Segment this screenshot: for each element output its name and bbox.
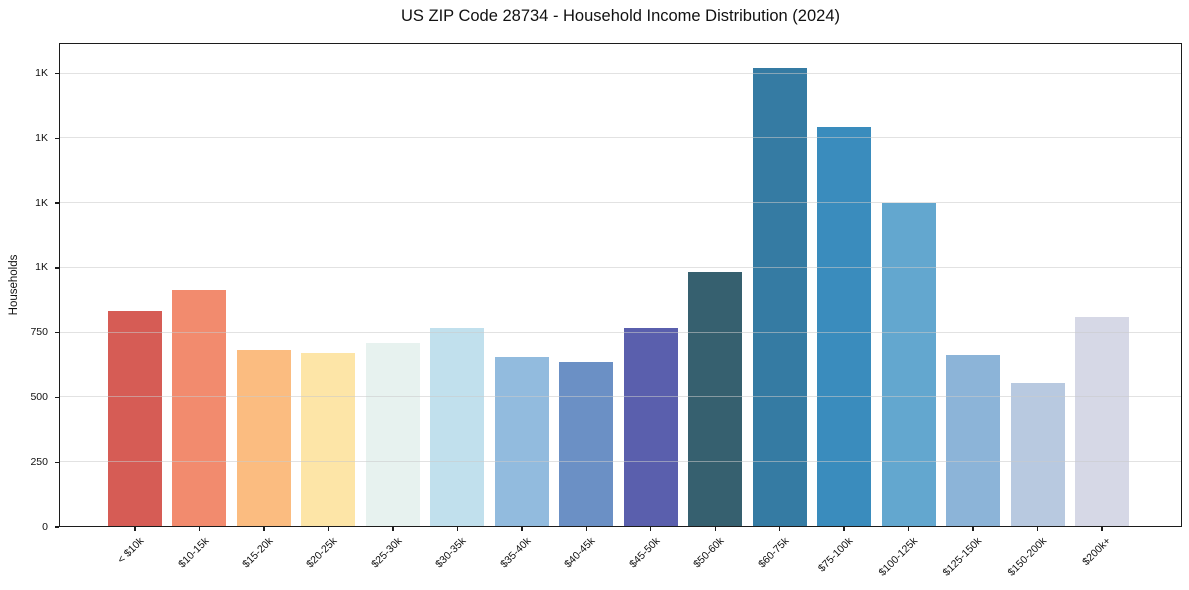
x-tick-mark (263, 527, 265, 531)
y-tick-mark (55, 137, 59, 140)
x-tick-label-text: $200k+ (1080, 535, 1114, 569)
gridline (59, 137, 1182, 139)
x-tick-label-text: $40-45k (562, 535, 598, 571)
bar-10-15k (172, 289, 227, 527)
bar-30-35k (430, 327, 485, 527)
plot-area (59, 43, 1182, 527)
x-tick-mark (779, 527, 781, 531)
x-tick-mark (456, 527, 459, 531)
x-tick-label-text: $15-20k (240, 535, 276, 571)
gridline (59, 202, 1182, 204)
x-tick-label-text: $10-15k (175, 535, 211, 571)
x-tick-mark (392, 527, 394, 531)
bar-125-150k (946, 354, 1001, 527)
x-tick-mark (198, 527, 201, 531)
y-tick-mark (55, 526, 59, 528)
grid-layer (59, 43, 1182, 527)
bar-60-75k (752, 68, 807, 527)
gridline (59, 461, 1182, 463)
bars-layer (59, 43, 1182, 527)
gridline (59, 72, 1182, 74)
gridline (59, 266, 1182, 268)
gridline (59, 396, 1182, 398)
bar-40-45k (559, 362, 614, 527)
y-tick-mark (55, 331, 59, 334)
bar-20-25k (301, 353, 356, 527)
x-tick-label-text: $125-150k (941, 535, 985, 579)
x-tick-mark (714, 527, 716, 531)
x-tick-label-text: $45-50k (626, 535, 663, 571)
x-tick-label-text: $60-75k (755, 535, 792, 571)
x-tick-mark (521, 527, 523, 531)
x-tick-mark (650, 527, 652, 531)
x-tick-label-text: $75-100k (816, 535, 856, 575)
bar-150-200k (1010, 383, 1065, 527)
x-tick-mark (585, 527, 587, 531)
y-tick-mark (55, 396, 59, 399)
x-tick-label-text: $35-40k (497, 535, 534, 571)
y-tick-label: 1K (35, 131, 48, 144)
bar-35-40k (494, 357, 549, 527)
bar-10k (108, 310, 162, 527)
x-tick-label-text: $20-25k (304, 535, 340, 571)
bar-25-30k (365, 343, 420, 527)
y-tick-label: 1K (35, 67, 48, 80)
x-tick-label-text: $150-200k (1005, 535, 1050, 579)
y-tick-label: 500 (30, 390, 48, 403)
y-tick-label: 1K (35, 261, 48, 274)
bar-15-20k (236, 349, 291, 527)
x-tick-label-text: $30-35k (433, 535, 469, 571)
x-tick-label-text: $50-60k (691, 535, 727, 571)
x-tick-mark (1101, 527, 1103, 531)
x-tick-mark (843, 527, 845, 531)
x-tick-label-text: < $10k (115, 535, 147, 566)
y-tick-label: 750 (30, 326, 48, 339)
x-tick-label-text: $25-30k (369, 535, 405, 571)
x-tick-mark (1036, 527, 1039, 531)
y-tick-mark (55, 461, 59, 463)
gridline (59, 331, 1182, 333)
bar-75-100k (817, 126, 872, 527)
x-tick-label-text: $100-125k (876, 535, 921, 579)
y-tick-label: 0 (42, 520, 48, 533)
y-tick-mark (55, 72, 59, 75)
x-tick-mark (972, 527, 974, 531)
bar-200k+ (1075, 317, 1130, 527)
y-tick-label: 1K (35, 196, 48, 209)
bar-50-60k (688, 271, 743, 527)
bar-45-50k (623, 327, 678, 527)
y-tick-label: 250 (30, 455, 48, 468)
y-tick-mark (55, 267, 59, 269)
bar-100-125k (881, 203, 936, 527)
x-tick-mark (327, 527, 330, 531)
y-tick-mark (55, 202, 59, 204)
chart-title: US ZIP Code 28734 - Household Income Dis… (400, 7, 840, 25)
x-tick-mark (907, 527, 910, 531)
x-tick-mark (134, 527, 136, 531)
